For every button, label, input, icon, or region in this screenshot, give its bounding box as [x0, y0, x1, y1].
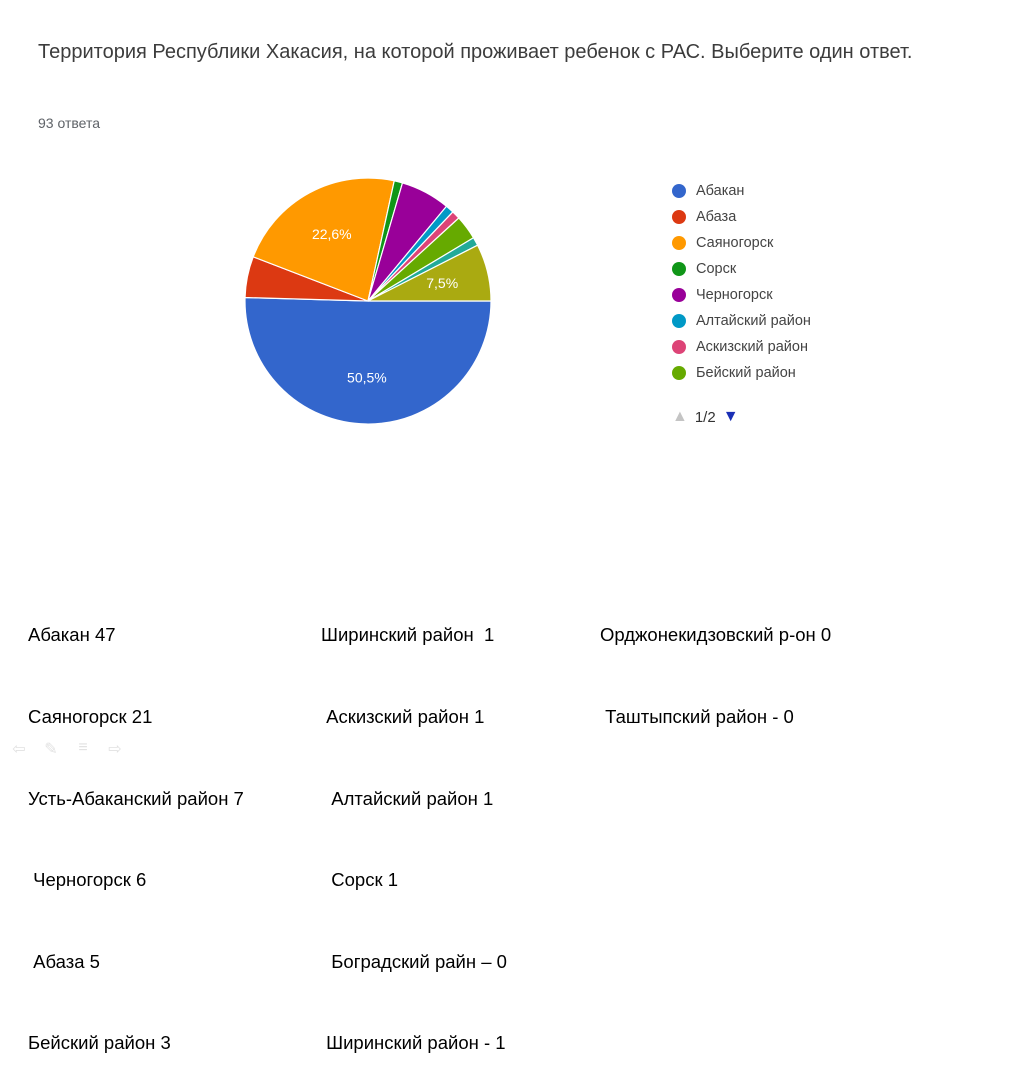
legend-label: Абаза: [696, 209, 737, 225]
tally-column-3: Орджонекидзовский р-он 0 Таштыпский райо…: [600, 567, 831, 757]
legend-swatch-icon: [672, 210, 686, 224]
tally-item: Усть-Абаканский район 7: [28, 787, 244, 809]
legend-label: Бейский район: [696, 365, 796, 381]
legend-label: Абакан: [696, 183, 745, 199]
legend-item: Сорск: [672, 256, 811, 282]
tally-item: Абакан 47: [28, 624, 116, 646]
tally-item: Алтайский район 1: [321, 787, 494, 809]
legend-swatch-icon: [672, 262, 686, 276]
tally-item: Черногорск 6: [28, 869, 147, 891]
legend-item: Саяногорск: [672, 230, 811, 256]
legend-item: Черногорск: [672, 282, 811, 308]
legend-label: Аскизский район: [696, 339, 808, 355]
tally-column-1: Абакан 47 Саяногорск 21 Усть-Абаканский …: [28, 567, 244, 1084]
legend-swatch-icon: [672, 236, 686, 250]
pie-chart: 50,5% 22,6% 7,5%: [244, 177, 492, 425]
legend-label: Алтайский район: [696, 313, 811, 329]
legend-swatch-icon: [672, 366, 686, 380]
pie-slice-label: 7,5%: [426, 275, 458, 291]
pie-slice: [367, 244, 492, 302]
forward-arrow-icon[interactable]: ⇨: [108, 741, 122, 758]
tally-item: Боградский райн – 0: [321, 950, 507, 972]
back-arrow-icon[interactable]: ⇦: [12, 741, 26, 758]
legend-item: Алтайский район: [672, 308, 811, 334]
tally-item: Ширинский район - 1: [321, 1032, 506, 1054]
question-title: Территория Республики Хакасия, на которо…: [38, 41, 913, 63]
tally-item: Ширинский район 1: [321, 624, 495, 646]
slide-navigation: ⇦ ✎ ≡ ⇨: [8, 739, 126, 759]
legend-swatch-icon: [672, 184, 686, 198]
tally-item: Бейский район 3: [28, 1032, 171, 1054]
legend-page-indicator: 1/2: [694, 408, 716, 426]
tally-item: Таштыпский район - 0: [600, 706, 794, 728]
tally-item: Орджонекидзовский р-он 0: [600, 624, 832, 646]
pie-slice: [244, 296, 492, 425]
menu-icon[interactable]: ≡: [78, 739, 88, 756]
tally-column-2: Ширинский район 1 Аскизский район 1 Алта…: [321, 567, 507, 1084]
legend-label: Черногорск: [696, 287, 773, 303]
legend-swatch-icon: [672, 288, 686, 302]
legend-swatch-icon: [672, 340, 686, 354]
legend-swatch-icon: [672, 314, 686, 328]
pie-slice-label: 22,6%: [312, 226, 352, 242]
legend-prev-page-icon[interactable]: ▲: [672, 408, 688, 425]
response-count: 93 ответа: [38, 115, 100, 131]
pie-slice-label: 50,5%: [347, 369, 387, 385]
legend-label: Саяногорск: [696, 235, 774, 251]
legend-item: Аскизский район: [672, 334, 811, 360]
tally-item: Сорск 1: [321, 869, 398, 891]
legend-item: Абакан: [672, 178, 811, 204]
legend-next-page-icon[interactable]: ▼: [722, 408, 739, 425]
legend-label: Сорск: [696, 261, 737, 277]
legend-item: Бейский район: [672, 360, 811, 386]
legend-pager: ▲ 1/2 ▼: [672, 408, 739, 426]
pie-slice: [252, 177, 395, 302]
chart-legend: Абакан Абаза Саяногорск Сорск Черногорск Алта…: [672, 178, 811, 386]
tally-item: Абаза 5: [28, 950, 100, 972]
tally-item: Саяногорск 21: [28, 706, 153, 728]
tally-item: Аскизский район 1: [321, 706, 485, 728]
pen-icon[interactable]: ✎: [44, 741, 58, 758]
legend-item: Абаза: [672, 204, 811, 230]
